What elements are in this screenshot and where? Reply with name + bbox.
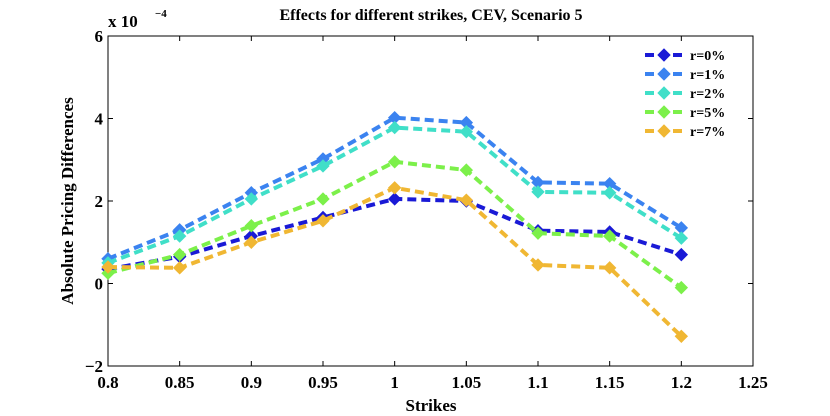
data-point	[531, 185, 545, 199]
y-tick-label: 0	[95, 275, 104, 294]
x-tick-label: 0.85	[165, 373, 195, 392]
x-ticks: 0.8 0.85 0.9 0.95 1 1.05 1.1 1.15 1.2 1.25	[97, 36, 768, 392]
x-axis-label: Strikes	[406, 396, 457, 415]
legend-swatch-marker	[657, 124, 671, 138]
x-tick-label: 1.05	[451, 373, 481, 392]
legend: r=0% r=1% r=2% r=5% r=7%	[645, 48, 725, 140]
legend-swatch-marker	[657, 48, 671, 62]
series-line	[107, 125, 683, 265]
data-point	[674, 247, 689, 262]
legend-label: r=0%	[690, 49, 725, 64]
data-point	[531, 258, 545, 272]
series-line	[107, 185, 683, 338]
data-point	[316, 192, 330, 206]
data-point	[316, 159, 330, 173]
legend-item: r=5%	[645, 105, 725, 121]
data-point	[602, 186, 617, 200]
y-scale-label: x 10 −4	[108, 8, 167, 31]
legend-item: r=2%	[645, 86, 725, 102]
data-point	[387, 181, 402, 195]
series-group	[101, 110, 689, 344]
data-point	[674, 231, 689, 245]
y-tick-label: −2	[85, 357, 103, 376]
chart-title: Effects for different strikes, CEV, Scen…	[279, 7, 582, 24]
y-scale-exponent: −4	[155, 8, 167, 20]
data-point	[172, 261, 187, 275]
y-axis-label: Absolute Pricing Differences	[58, 97, 77, 305]
series-r=7%	[101, 181, 689, 344]
data-point	[244, 235, 259, 249]
data-point	[459, 124, 474, 139]
y-ticks: −2 0 2 4 6	[85, 27, 753, 376]
data-point	[531, 226, 545, 240]
data-point	[244, 192, 259, 206]
x-tick-label: 1.25	[738, 373, 768, 392]
data-point	[316, 214, 330, 228]
y-tick-label: 4	[95, 110, 104, 129]
series-line	[107, 115, 683, 261]
legend-swatch-marker	[657, 86, 671, 100]
data-point	[172, 247, 187, 262]
legend-item: r=1%	[645, 67, 725, 83]
data-point	[244, 219, 259, 233]
series-line	[107, 159, 683, 290]
y-tick-label: 6	[95, 27, 104, 46]
x-tick-label: 1.1	[527, 373, 548, 392]
legend-label: r=5%	[690, 106, 725, 121]
y-tick-label: 2	[95, 192, 104, 211]
x-tick-label: 1.2	[671, 373, 692, 392]
x-tick-label: 0.95	[308, 373, 338, 392]
data-point	[387, 120, 402, 135]
x-tick-label: 1	[390, 373, 399, 392]
legend-item: r=0%	[645, 48, 725, 64]
data-point	[674, 329, 689, 344]
y-scale-text: x 10	[108, 12, 138, 31]
legend-label: r=1%	[690, 68, 725, 83]
data-point	[387, 192, 402, 206]
data-point	[674, 280, 689, 295]
legend-item: r=7%	[645, 124, 725, 140]
legend-label: r=2%	[690, 87, 725, 102]
data-point	[101, 260, 115, 274]
legend-swatch-marker	[657, 105, 671, 119]
data-point	[459, 193, 474, 207]
data-point	[602, 261, 617, 275]
x-tick-label: 1.15	[595, 373, 625, 392]
data-point	[602, 229, 617, 243]
data-point	[459, 163, 474, 177]
legend-label: r=7%	[690, 125, 725, 140]
data-point	[387, 155, 402, 169]
plot-area	[107, 35, 754, 367]
legend-swatch-marker	[657, 67, 671, 81]
x-tick-label: 0.8	[97, 373, 118, 392]
x-tick-label: 0.9	[241, 373, 262, 392]
series-r=2%	[101, 120, 689, 270]
data-point	[172, 229, 187, 243]
